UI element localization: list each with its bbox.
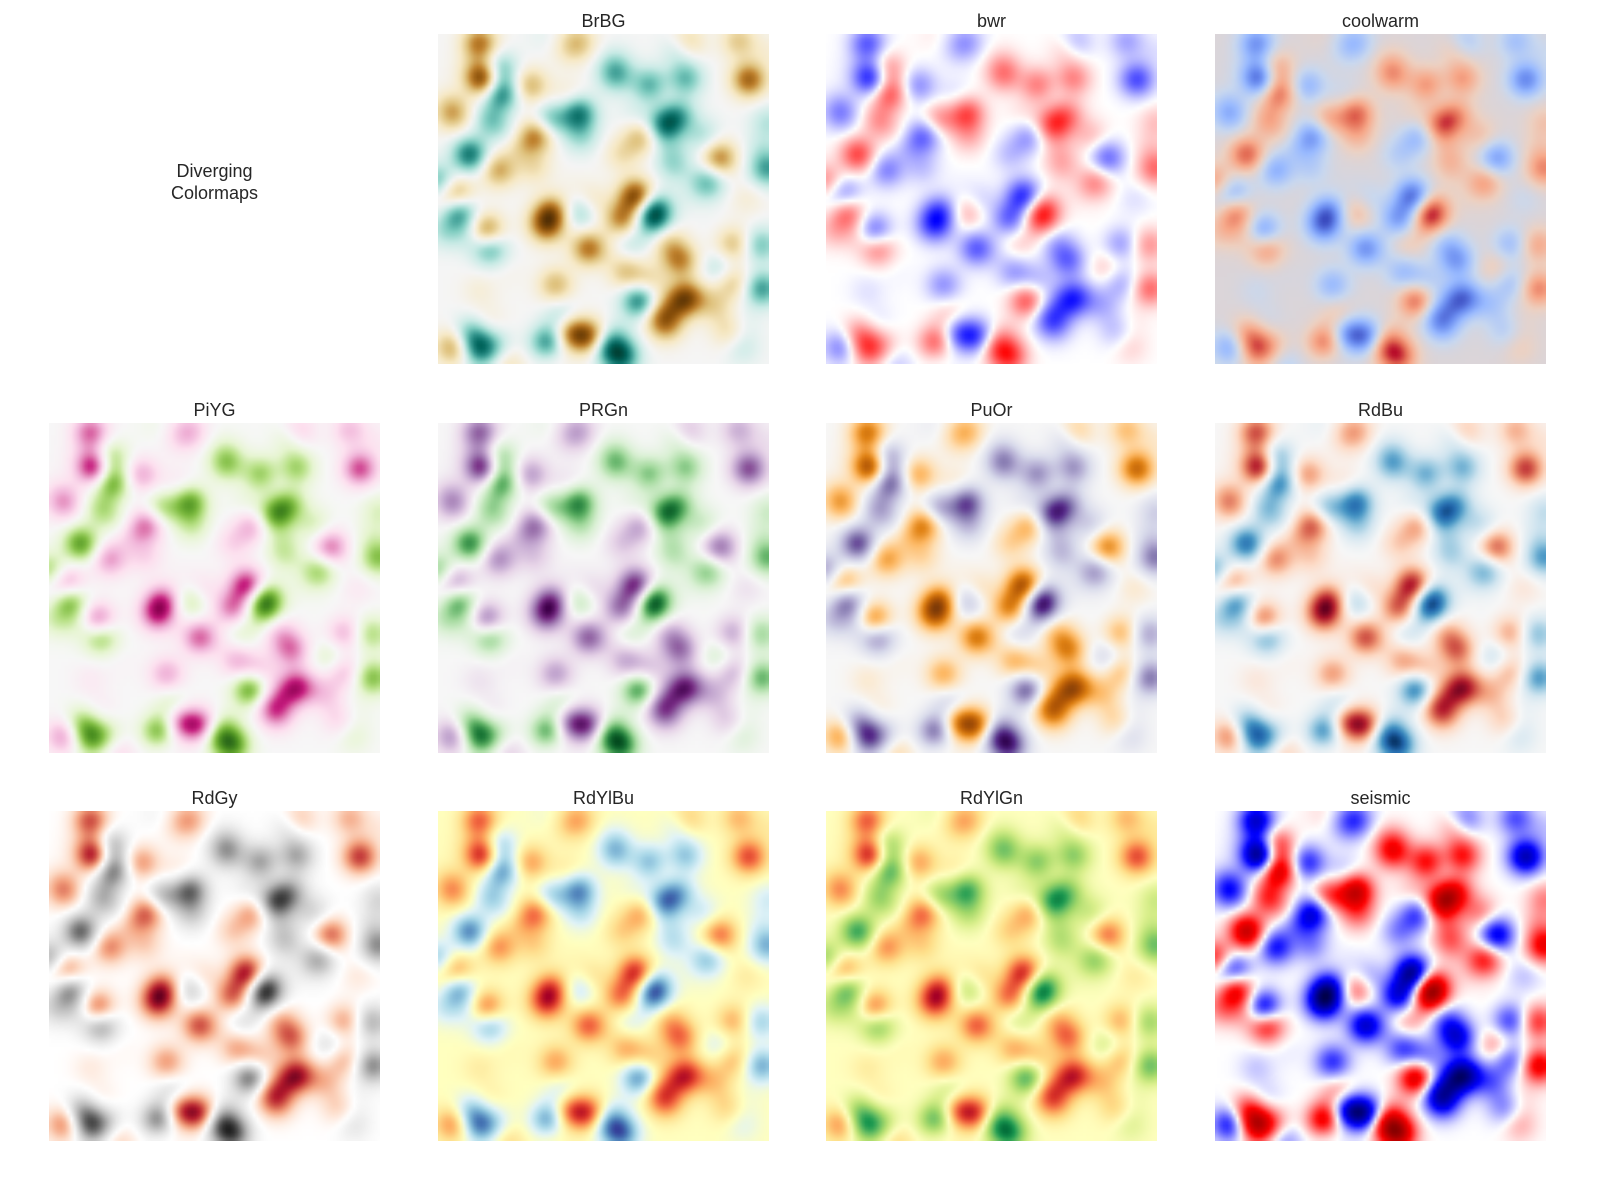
figure-heading-line-1: Diverging: [176, 161, 253, 181]
panel-puor: PuOr: [826, 400, 1157, 753]
panel-piyg: PiYG: [49, 400, 380, 753]
panel-title: seismic: [1350, 788, 1411, 808]
panel-title: PuOr: [970, 400, 1013, 420]
panel-title: PRGn: [578, 400, 629, 420]
heatmap-image: [438, 423, 769, 753]
panel-brbg: BrBG: [438, 11, 769, 364]
panel-bwr: bwr: [826, 11, 1157, 364]
panel-title: RdGy: [191, 788, 238, 808]
heatmap-image: [1215, 423, 1546, 753]
figure-heading: Diverging Colormaps: [49, 160, 380, 204]
heatmap-image: [826, 34, 1157, 364]
heatmap-image: [438, 811, 769, 1141]
panel-title: RdYlGn: [959, 788, 1024, 808]
panel-title: RdBu: [1357, 400, 1404, 420]
heatmap-image: [438, 34, 769, 364]
heatmap-image: [49, 811, 380, 1141]
panel-title: bwr: [976, 11, 1006, 31]
panel-rdbu: RdBu: [1215, 400, 1546, 753]
panel-rdgy: RdGy: [49, 788, 380, 1141]
panel-title: PiYG: [193, 400, 236, 420]
heatmap-image: [49, 423, 380, 753]
panel-rdylbu: RdYlBu: [438, 788, 769, 1141]
panel-prgn: PRGn: [438, 400, 769, 753]
panel-seismic: seismic: [1215, 788, 1546, 1141]
heatmap-image: [826, 423, 1157, 753]
panel-rdylgn: RdYlGn: [826, 788, 1157, 1141]
heatmap-image: [1215, 34, 1546, 364]
heatmap-image: [1215, 811, 1546, 1141]
panel-title: coolwarm: [1341, 11, 1420, 31]
heatmap-image: [826, 811, 1157, 1141]
panel-title: BrBG: [581, 11, 626, 31]
panel-coolwarm: coolwarm: [1215, 11, 1546, 364]
panel-title: RdYlBu: [572, 788, 635, 808]
figure-heading-line-2: Colormaps: [170, 183, 259, 203]
